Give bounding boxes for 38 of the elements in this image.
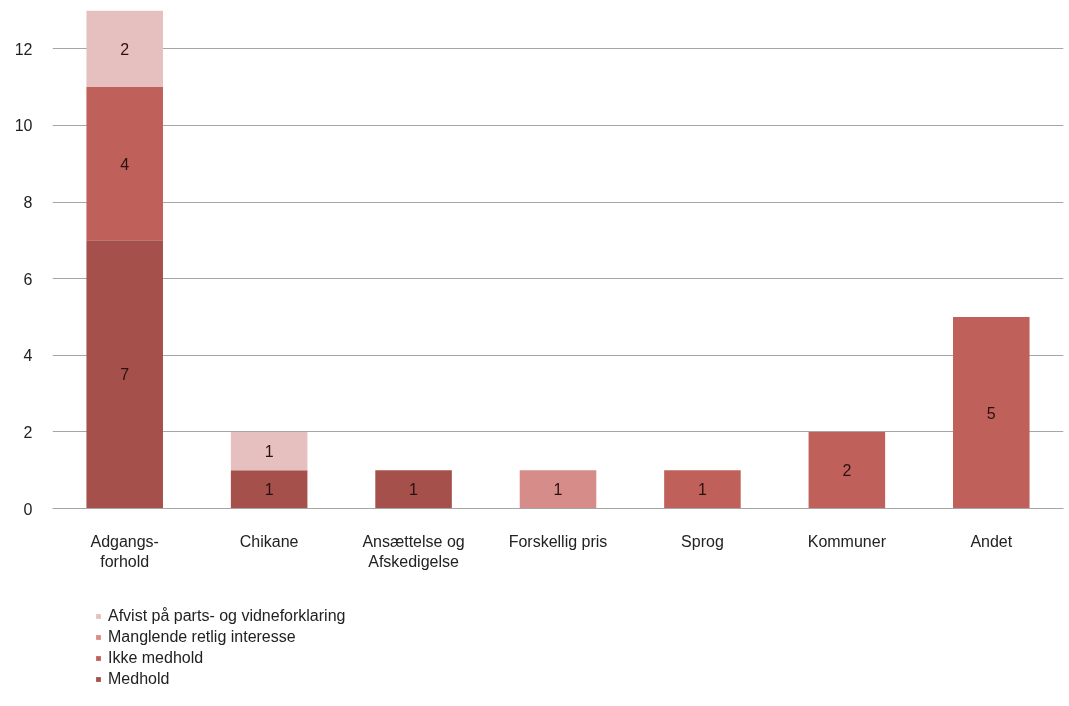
x-tick-label: Adgangs- forhold [90,532,159,570]
legend-label: Afvist på parts- og vidneforklaring [108,607,346,625]
y-tick-label: 8 [23,194,33,212]
bar [86,240,163,509]
data-label: 1 [264,481,274,499]
y-tick-label: 2 [23,423,33,441]
bar [230,431,308,471]
x-tick-label: Andet [970,532,1013,550]
bar [953,316,1030,509]
bar [230,470,308,509]
data-label: 2 [842,462,852,480]
bar [664,470,741,509]
bar [375,470,452,509]
x-tick-label: Sprog [681,532,724,550]
y-tick-label: 10 [14,117,33,135]
y-tick-label: 12 [14,40,33,58]
x-tick-label: Ansættelse og Afskedigelse [362,532,465,570]
data-label: 1 [264,443,274,461]
x-tick-label: Forskellig pris [508,532,608,550]
y-tick-label: 4 [23,347,33,365]
data-label: 4 [120,155,130,173]
data-label: 5 [986,404,996,422]
data-label: 1 [409,481,419,499]
data-label: 1 [553,481,563,499]
legend-label: Ikke medhold [108,649,204,667]
legend-label: Manglende retlig interesse [108,628,296,646]
bar [86,10,163,88]
legend-label: Medhold [108,670,170,688]
bar [86,87,163,241]
x-tick-label: Kommuner [807,532,887,550]
x-tick-label: Chikane [239,532,299,550]
data-label: 1 [697,481,707,499]
bar [808,431,886,509]
data-label: 2 [120,40,130,58]
y-tick-label: 0 [23,500,33,518]
y-tick-label: 6 [23,270,33,288]
bar [519,470,597,509]
data-label: 7 [120,366,130,384]
